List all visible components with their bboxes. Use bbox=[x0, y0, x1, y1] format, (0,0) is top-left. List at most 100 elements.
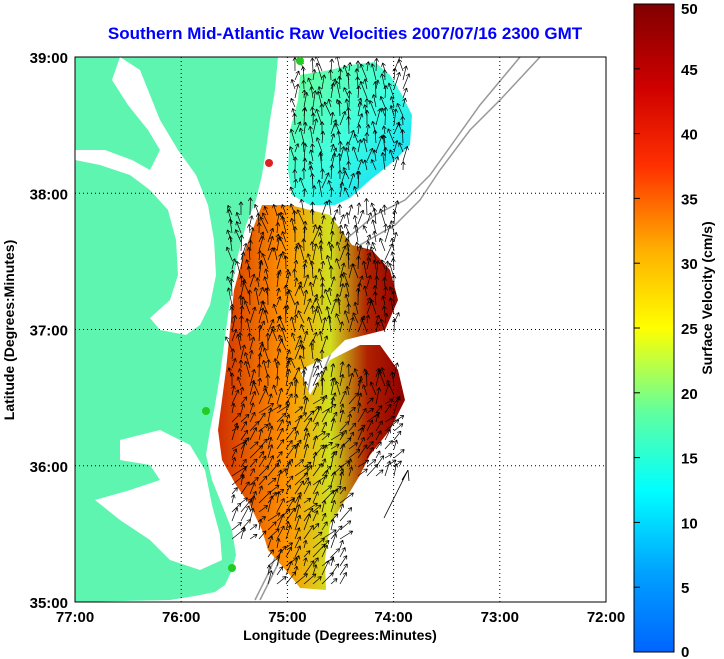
velocity-arrow bbox=[393, 415, 405, 423]
velocity-arrow bbox=[375, 441, 382, 450]
velocity-arrow bbox=[348, 406, 356, 414]
velocity-arrow bbox=[239, 315, 244, 333]
velocity-arrow bbox=[235, 221, 242, 234]
velocity-arrow bbox=[276, 489, 285, 495]
velocity-arrow bbox=[339, 486, 346, 495]
velocity-arrow bbox=[339, 361, 345, 378]
velocity-arrow bbox=[235, 211, 242, 225]
velocity-arrow bbox=[356, 170, 362, 189]
velocity-arrow bbox=[248, 215, 254, 225]
velocity-arrow bbox=[263, 276, 269, 288]
velocity-arrow bbox=[339, 539, 344, 549]
velocity-arrow bbox=[371, 120, 377, 135]
velocity-arrow bbox=[267, 512, 281, 522]
velocity-arrow bbox=[330, 377, 337, 396]
velocity-arrow bbox=[229, 306, 235, 324]
velocity-arrow bbox=[307, 77, 314, 90]
velocity-arrow bbox=[318, 240, 324, 252]
velocity-arrow bbox=[384, 440, 393, 450]
velocity-arrow bbox=[272, 247, 278, 261]
velocity-arrow bbox=[293, 259, 299, 270]
velocity-arrow bbox=[389, 220, 395, 234]
velocity-arrow bbox=[276, 545, 287, 558]
velocity-arrow bbox=[334, 80, 341, 99]
velocity-arrow bbox=[309, 241, 315, 252]
velocity-arrow bbox=[366, 212, 373, 225]
velocity-arrow bbox=[357, 275, 364, 288]
velocity-arrow bbox=[292, 268, 297, 279]
velocity-arrow bbox=[294, 70, 300, 81]
velocity-arrow bbox=[256, 363, 262, 378]
velocity-arrow bbox=[371, 241, 377, 252]
velocity-arrow bbox=[397, 122, 404, 135]
velocity-arrow bbox=[357, 468, 368, 477]
velocity-arrow bbox=[348, 316, 355, 333]
velocity-arrow bbox=[285, 349, 291, 360]
velocity-arrow bbox=[384, 453, 393, 459]
velocity-arrow bbox=[321, 421, 328, 432]
velocity-arrow bbox=[346, 303, 352, 315]
velocity-arrow bbox=[290, 98, 296, 108]
velocity-arrow bbox=[353, 224, 359, 243]
velocity-arrow bbox=[393, 108, 398, 126]
velocity-arrow bbox=[298, 127, 305, 144]
velocity-arrow bbox=[297, 310, 305, 324]
velocity-arrow bbox=[339, 409, 345, 423]
velocity-arrow bbox=[339, 563, 348, 576]
velocity-arrow bbox=[320, 168, 325, 180]
velocity-arrow bbox=[256, 222, 262, 234]
velocity-arrow bbox=[318, 330, 324, 342]
velocity-arrow bbox=[303, 573, 317, 585]
velocity-arrow bbox=[290, 79, 296, 90]
colorbar-tick-label: 25 bbox=[681, 321, 698, 338]
velocity-arrow bbox=[328, 265, 334, 279]
velocity-arrow bbox=[365, 124, 371, 135]
velocity-arrow bbox=[302, 143, 308, 162]
velocity-arrow bbox=[249, 524, 258, 531]
velocity-arrow bbox=[301, 167, 307, 180]
velocity-arrow bbox=[357, 424, 366, 432]
velocity-arrow bbox=[303, 550, 311, 558]
velocity-arrow bbox=[384, 398, 394, 405]
velocity-arrow bbox=[315, 108, 323, 126]
velocity-arrow bbox=[240, 467, 247, 477]
velocity-arrow bbox=[393, 156, 400, 171]
velocity-arrow bbox=[302, 539, 308, 549]
velocity-arrow bbox=[339, 214, 345, 225]
velocity-arrow bbox=[383, 312, 389, 324]
velocity-arrow bbox=[298, 244, 305, 261]
delaware-bay bbox=[282, 57, 300, 90]
velocity-arrow bbox=[375, 420, 383, 432]
velocity-arrow bbox=[303, 560, 315, 576]
velocity-arrow bbox=[312, 479, 321, 495]
velocity-arrow bbox=[267, 528, 280, 540]
velocity-arrow bbox=[285, 475, 294, 486]
velocity-arrow bbox=[294, 414, 303, 432]
velocity-arrow bbox=[259, 216, 269, 234]
velocity-arrow bbox=[383, 147, 388, 162]
velocity-arrow bbox=[226, 209, 233, 225]
velocity-arrow bbox=[330, 216, 337, 234]
velocity-arrow bbox=[226, 229, 233, 243]
velocity-arrow bbox=[285, 360, 291, 378]
velocity-arrow bbox=[229, 372, 235, 387]
velocity-arrow bbox=[275, 361, 281, 378]
velocity-arrow bbox=[319, 294, 325, 306]
velocity-arrow bbox=[329, 187, 334, 198]
velocity-arrow bbox=[344, 293, 350, 306]
y-tick-label: 35:00 bbox=[30, 595, 68, 612]
velocity-arrow bbox=[339, 507, 353, 522]
velocity-arrow bbox=[292, 210, 297, 225]
velocity-arrow bbox=[257, 518, 263, 531]
velocity-arrow bbox=[245, 318, 251, 333]
velocity-arrow bbox=[239, 234, 245, 252]
velocity-arrow bbox=[334, 380, 341, 396]
velocity-arrow bbox=[239, 275, 244, 288]
velocity-arrow bbox=[383, 85, 389, 99]
velocity-arrow bbox=[300, 66, 306, 81]
velocity-arrow bbox=[330, 111, 335, 126]
velocity-arrow bbox=[231, 457, 237, 468]
velocity-arrow bbox=[321, 469, 329, 486]
velocity-arrow bbox=[236, 334, 242, 351]
velocity-arrow bbox=[276, 387, 284, 405]
